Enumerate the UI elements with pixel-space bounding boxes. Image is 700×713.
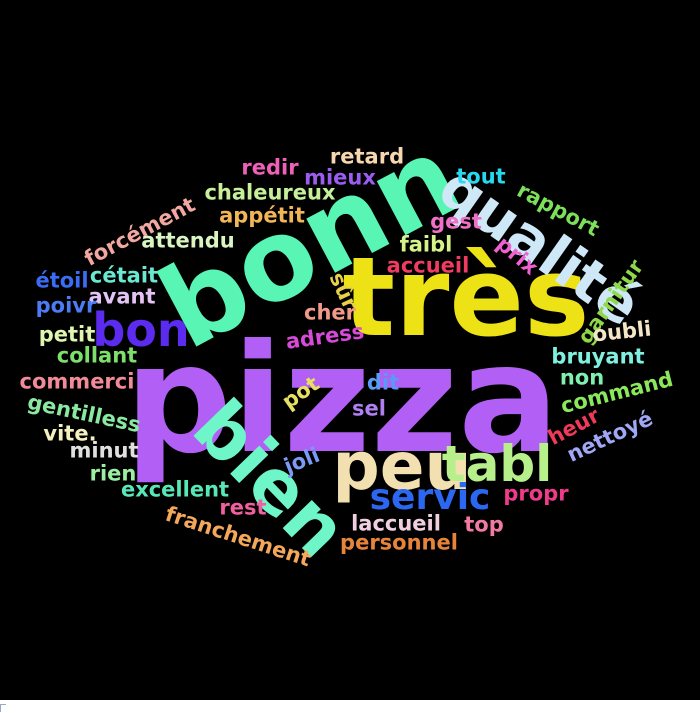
word-redir: redir xyxy=(241,155,299,180)
word-faibl: faibl xyxy=(399,232,453,257)
word-rien: rien xyxy=(89,461,137,486)
word-collant: collant xyxy=(56,343,138,368)
word-cher: cher xyxy=(304,300,356,325)
word-peu: peu xyxy=(332,428,472,505)
word-cetait: cétait xyxy=(89,263,159,288)
word-bon: bon xyxy=(92,303,190,357)
word-petit: petit xyxy=(38,322,96,347)
word-vite: vite. xyxy=(43,421,97,446)
word-top: top xyxy=(464,512,504,537)
word-pizza: pizza xyxy=(124,313,560,487)
word-tres: très xyxy=(342,233,590,361)
word-laccueil: laccueil xyxy=(351,511,441,536)
word-sel: sel xyxy=(352,396,386,421)
word-dit: dit xyxy=(366,370,400,395)
word-retard: retard xyxy=(329,144,405,169)
word-non: non xyxy=(559,365,605,390)
word-accueil: accueil xyxy=(386,253,470,278)
word-mieux: mieux xyxy=(304,165,376,190)
word-gest: gest xyxy=(430,209,482,234)
word-etoil: étoil xyxy=(35,268,89,293)
word-avant: avant xyxy=(88,284,156,309)
word-propr: propr xyxy=(503,481,569,506)
word-tout: tout xyxy=(456,164,506,189)
word-commerci: commerci xyxy=(19,369,135,394)
word-appetit: appétit xyxy=(219,203,305,228)
word-excellent: excellent xyxy=(120,477,230,502)
word-chaleureux: chaleureux xyxy=(204,180,336,205)
word-tabl: tabl xyxy=(441,435,553,493)
word-minut: minut xyxy=(69,438,139,463)
word-servic: servic xyxy=(369,477,491,518)
word-rest: rest xyxy=(219,495,267,520)
word-poivr: poivr xyxy=(35,293,97,318)
word-bruyant: bruyant xyxy=(551,344,645,369)
corner-marker xyxy=(0,704,6,712)
word-oubli: oubli xyxy=(591,316,653,347)
word-personnel: personnel xyxy=(340,530,458,555)
word-attendu: attendu xyxy=(141,228,235,253)
